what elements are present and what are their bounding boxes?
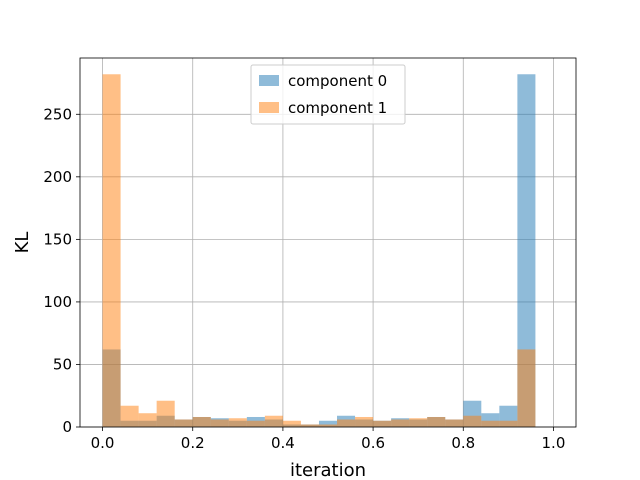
bar-series1-bin22 — [499, 420, 518, 427]
x-tick-label-4: 0.8 — [451, 434, 475, 452]
bar-series1-bin14 — [355, 416, 374, 427]
bar-series1-bin6 — [210, 419, 229, 427]
y-tick-label-4: 200 — [43, 168, 72, 186]
y-tick-label-1: 50 — [53, 355, 72, 373]
bar-series1-bin5 — [192, 416, 211, 427]
bar-series1-bin15 — [373, 420, 392, 427]
bar-series1-bin11 — [300, 424, 319, 427]
legend: component 0 component 1 — [250, 64, 406, 125]
bar-series0-bin12 — [318, 420, 338, 427]
bar-series1-bin21 — [481, 420, 500, 427]
y-tick-label-5: 250 — [43, 105, 72, 123]
bar-series1-bin2 — [138, 413, 157, 427]
bar-series1-bin3 — [156, 400, 175, 427]
bar-series1-bin0 — [102, 74, 121, 427]
bar-series1-bin16 — [391, 419, 410, 427]
bar-series1-bin18 — [427, 416, 446, 427]
bar-series1-bin13 — [337, 419, 356, 427]
x-tick-label-0: 0.0 — [91, 434, 115, 452]
legend-box — [250, 64, 406, 125]
bar-series1-bin9 — [264, 415, 283, 427]
axis-ticks: 0.0 0.2 0.4 0.6 0.8 1.0 0 50 100 150 200 250 — [43, 105, 565, 452]
x-tick-label-5: 1.0 — [542, 434, 566, 452]
y-axis-label: KL — [12, 232, 33, 254]
legend-label-1: component 1 — [288, 99, 387, 117]
legend-swatch-0 — [259, 75, 279, 86]
bar-series1-bin1 — [120, 405, 139, 427]
x-tick-label-3: 0.6 — [361, 434, 385, 452]
y-tick-label-2: 100 — [43, 293, 72, 311]
y-tick-label-3: 150 — [43, 230, 72, 248]
legend-label-0: component 0 — [288, 72, 387, 90]
plot-frame — [79, 57, 577, 428]
x-tick-label-2: 0.4 — [271, 434, 295, 452]
x-tick-label-1: 0.2 — [181, 434, 205, 452]
legend-swatch-1 — [259, 102, 279, 113]
bar-series1-bin19 — [445, 419, 464, 427]
bar-series1-bin4 — [174, 419, 193, 427]
bar-series1-bin8 — [246, 420, 265, 427]
y-tick-label-0: 0 — [62, 418, 72, 436]
bar-series1-bin12 — [318, 424, 338, 427]
bars — [102, 74, 536, 427]
bar-series1-bin20 — [463, 415, 482, 427]
bar-series1-bin7 — [228, 418, 247, 427]
bar-series0-bin23 — [517, 74, 536, 427]
bar-series1-bin23 — [517, 349, 536, 427]
bar-series1-bin17 — [409, 418, 428, 427]
bar-series1-bin10 — [282, 420, 301, 427]
x-axis-label: iteration — [290, 460, 366, 480]
